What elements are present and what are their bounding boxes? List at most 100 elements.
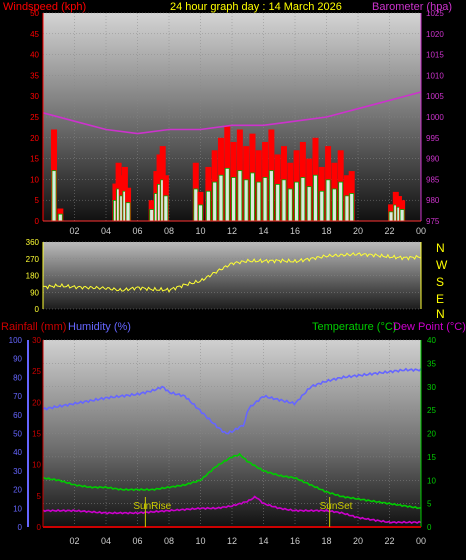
wind-panel-axes: 0510152025303540455097598098599099510001… — [30, 9, 444, 236]
compass-label: S — [436, 275, 444, 289]
humidity-line — [42, 367, 422, 435]
x-tick-label: 10 — [195, 536, 205, 546]
y-tick-label: 40 — [30, 51, 39, 60]
windavg-bar — [224, 167, 230, 222]
barometer-line — [42, 91, 422, 135]
windavg-bar — [331, 188, 337, 222]
windavg-bar — [287, 188, 293, 222]
rainfall-axis-title: Rainfall (mm) — [1, 321, 66, 333]
y2-tick-label: 1010 — [426, 71, 444, 80]
y-tick-label: 50 — [30, 9, 39, 18]
windavg-bar — [193, 188, 199, 222]
y2-tick-label: 1020 — [426, 30, 444, 39]
y-tick-label: 15 — [30, 155, 39, 164]
temp-panel-axes: 0 5 10 15 20 25 30 35 40 0 5 10 15 20 25 30 0 10 20 30 40 50 6… — [9, 336, 437, 546]
x-tick-label: 16 — [290, 536, 300, 546]
y-tick-label: 180 — [26, 272, 40, 281]
windavg-bar — [198, 204, 203, 222]
windavg-bar — [231, 177, 236, 222]
rain-tick-label: 10 — [32, 461, 41, 470]
windavg-bar — [306, 186, 312, 222]
y-tick-label: 360 — [26, 238, 40, 247]
y2-tick-label: 0 — [427, 523, 432, 532]
y2-tick-label: 30 — [427, 383, 436, 392]
humidity-tick-label: 80 — [13, 373, 22, 382]
rain-tick-label: 30 — [32, 336, 41, 345]
windavg-bar — [325, 179, 331, 222]
y-tick-label: 10 — [30, 175, 39, 184]
windavg-bar — [313, 174, 318, 222]
compass-label: E — [436, 292, 444, 306]
direction-panel-axes: 0 90 180 270 360 — [26, 238, 422, 314]
direction-panel-lines — [42, 252, 422, 293]
windavg-bar — [399, 209, 405, 222]
dewpoint-axis-title: Dew Point (°C) — [393, 321, 466, 333]
x-tick-label: 12 — [227, 536, 237, 546]
direction-line — [42, 252, 422, 293]
humidity-tick-label: 60 — [13, 411, 22, 420]
windavg-bar — [275, 183, 281, 222]
x-tick-label: 22 — [384, 536, 394, 546]
windavg-bar — [300, 177, 306, 222]
y2-tick-label: 25 — [427, 406, 436, 415]
y-tick-label: 90 — [30, 288, 39, 297]
windavg-bar — [349, 193, 355, 222]
compass-label: N — [436, 307, 445, 321]
compass-labels: N W S E N — [436, 241, 448, 321]
windavg-bar — [243, 179, 249, 222]
y-tick-label: 45 — [30, 30, 39, 39]
graph-title: 24 hour graph day : 14 March 2026 — [170, 1, 342, 13]
y2-tick-label: 40 — [427, 336, 436, 345]
windavg-bar — [205, 190, 211, 222]
y2-tick-label: 1025 — [426, 9, 444, 18]
x-tick-label: 18 — [321, 536, 331, 546]
windavg-bar — [268, 170, 274, 222]
temp-panel-lines — [42, 367, 422, 524]
y-tick-label: 30 — [30, 92, 39, 101]
x-tick-label: 06 — [132, 536, 142, 546]
y2-tick-label: 985 — [426, 175, 440, 184]
y-tick-label: 25 — [30, 113, 39, 122]
compass-label: W — [436, 258, 448, 272]
windavg-bar — [338, 181, 344, 222]
sunrise-label: SunRise — [133, 501, 171, 512]
dewpoint-line — [42, 495, 422, 524]
windavg-bar — [319, 190, 325, 222]
windspeed-bars — [51, 125, 406, 222]
y-tick-label: 270 — [26, 255, 40, 264]
humidity-tick-label: 0 — [18, 523, 23, 532]
x-tick-label: 02 — [69, 536, 79, 546]
windavg-bar — [262, 177, 268, 222]
rain-tick-label: 0 — [37, 523, 42, 532]
y2-tick-label: 975 — [426, 217, 440, 226]
windavg-bar — [51, 170, 57, 222]
windavg-bar — [125, 202, 131, 222]
humidity-tick-label: 50 — [13, 430, 22, 439]
compass-label: N — [436, 241, 445, 255]
windavg-bar — [237, 170, 243, 222]
windspeed-axis-title: Windspeed (kph) — [3, 1, 86, 13]
humidity-tick-label: 10 — [13, 504, 22, 513]
windavg-bar — [163, 195, 169, 222]
x-tick-label: 00 — [416, 536, 426, 546]
x-tick-label: 06 — [132, 226, 142, 236]
windavg-bar — [218, 174, 224, 222]
y2-tick-label: 5 — [427, 500, 432, 509]
x-tick-label: 22 — [384, 226, 394, 236]
x-tick-label: 00 — [416, 226, 426, 236]
rain-tick-label: 25 — [32, 367, 41, 376]
y2-tick-label: 1000 — [426, 113, 444, 122]
humidity-tick-label: 30 — [13, 467, 22, 476]
windavg-bar — [149, 209, 155, 222]
windavg-bar — [212, 181, 218, 222]
x-tick-label: 20 — [353, 226, 363, 236]
humidity-tick-label: 40 — [13, 448, 22, 457]
x-tick-label: 08 — [164, 226, 174, 236]
temperature-line — [42, 452, 422, 510]
humidity-tick-label: 90 — [13, 355, 22, 364]
x-tick-label: 20 — [353, 536, 363, 546]
x-tick-label: 02 — [69, 226, 79, 236]
humidity-tick-label: 70 — [13, 392, 22, 401]
y-tick-label: 0 — [35, 217, 40, 226]
